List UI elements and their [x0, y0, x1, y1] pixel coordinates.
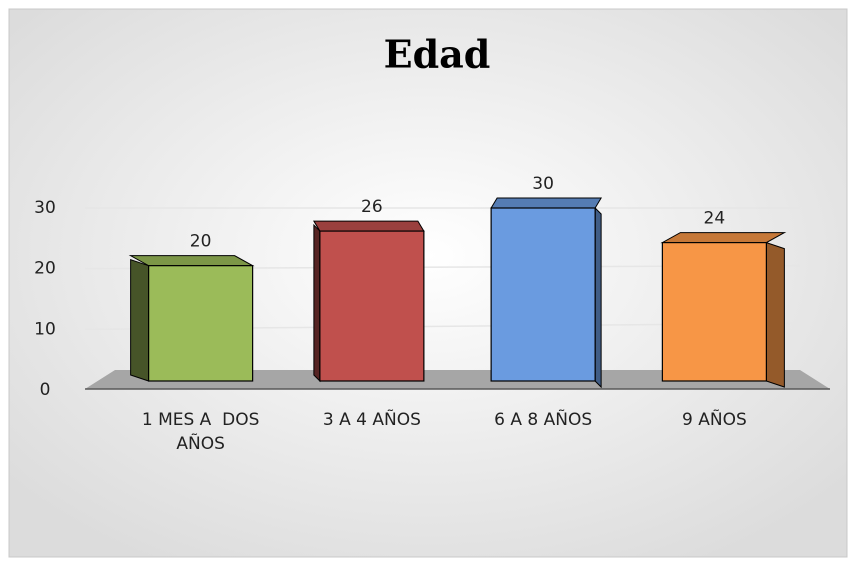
bar-top	[490, 197, 603, 209]
y-tick-label: 20	[34, 259, 56, 279]
x-tick-label: 3 A 4 AÑOS	[322, 410, 421, 430]
bar-side	[594, 206, 602, 389]
chart-title: Edad	[384, 32, 491, 77]
bar	[128, 255, 255, 382]
y-tick-label: 30	[34, 198, 56, 218]
bar-top	[128, 255, 255, 267]
x-tick-label-box: 3 A 4 AÑOS	[322, 410, 421, 430]
bar-side	[313, 223, 321, 383]
x-tick-label-box: 6 A 8 AÑOS	[494, 410, 593, 430]
bar-front	[490, 207, 596, 382]
data-label: 24	[704, 209, 726, 229]
x-tick-label: 6 A 8 AÑOS	[494, 410, 593, 430]
bar-front	[319, 230, 425, 382]
floor	[85, 370, 830, 389]
bar	[490, 197, 603, 389]
x-tick-label: 9 AÑOS	[682, 410, 747, 430]
data-label: 30	[532, 174, 554, 194]
bar-side	[765, 241, 785, 388]
x-tick-label-box: 1 MES A DOS AÑOS	[141, 410, 265, 454]
bar	[312, 220, 425, 383]
bar-side	[130, 258, 150, 382]
y-tick-label: 10	[34, 319, 56, 339]
y-tick-label: 0	[40, 380, 51, 400]
bar-top	[660, 232, 787, 244]
x-tick-label-box: 9 AÑOS	[682, 410, 747, 430]
bar-front	[661, 242, 767, 382]
bar-front	[148, 265, 254, 382]
bar	[660, 232, 787, 388]
x-tick-label: 1 MES A DOS AÑOS	[141, 410, 265, 454]
data-label: 26	[361, 197, 383, 217]
data-label: 20	[190, 232, 212, 252]
bar-top	[312, 220, 425, 232]
